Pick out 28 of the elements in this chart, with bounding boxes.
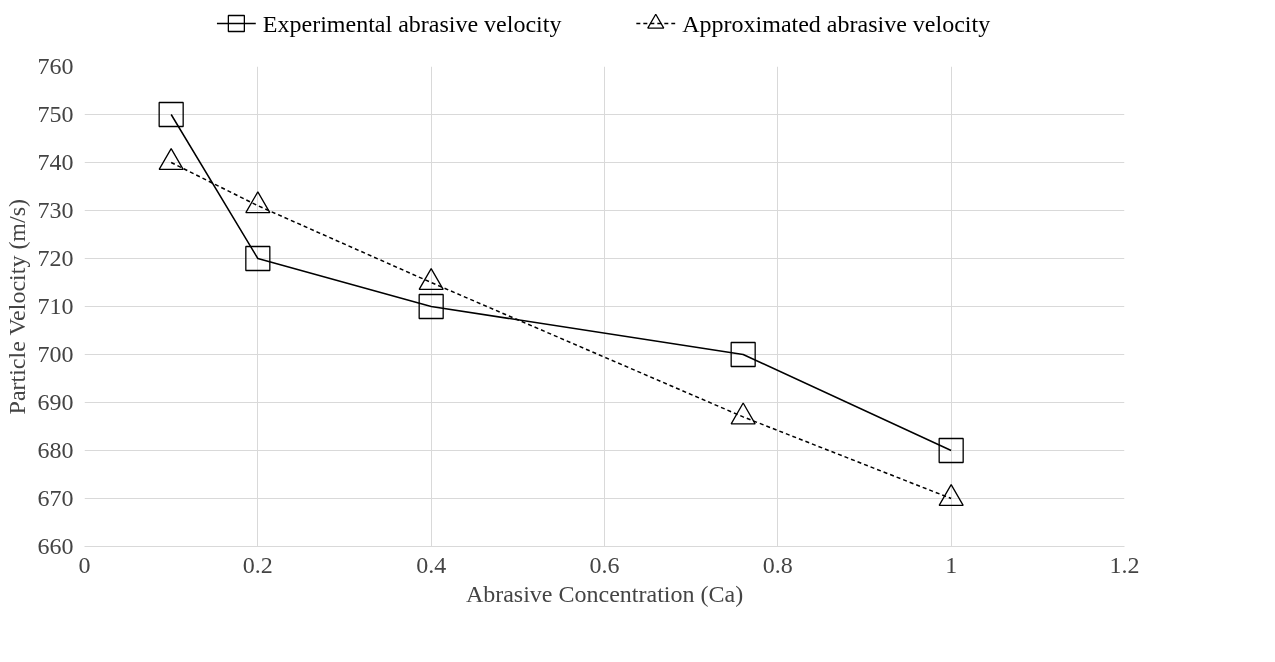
point: [418, 293, 444, 320]
x-tick-label: 0.8: [762, 551, 793, 578]
y-tick-label: 710: [37, 293, 74, 319]
legend-label: Approximated abrasive velocity: [682, 10, 991, 37]
y-tick-label: 680: [37, 437, 74, 463]
point: [158, 101, 184, 128]
x-tick-label: 0.2: [242, 551, 273, 578]
x-tick-label: 0.6: [589, 551, 620, 578]
point: [245, 245, 271, 272]
y-tick-label: 740: [37, 149, 74, 175]
y-tick-label: 660: [37, 533, 74, 559]
y-tick-label: 750: [37, 101, 74, 127]
y-tick-label: 720: [37, 245, 74, 271]
y-tick-label: 730: [37, 197, 74, 223]
legend-label: Experimental abrasive velocity: [262, 10, 562, 37]
y-tick-label: 690: [37, 389, 74, 415]
y-axis-title: Particle Velocity (m/s): [3, 198, 30, 415]
y-tick-label: 760: [37, 53, 74, 79]
x-tick-label: 1.2: [1109, 551, 1140, 578]
x-axis-title: Abrasive Concentration (Ca): [465, 580, 744, 607]
y-tick-label: 700: [37, 341, 74, 367]
y-tick-label: 670: [37, 485, 74, 511]
x-tick-label: 0.4: [416, 551, 447, 578]
point: [938, 483, 964, 507]
x-tick-label: 1: [945, 551, 958, 578]
point: [730, 402, 756, 425]
x-tick-label: 0: [78, 551, 91, 578]
point: [730, 341, 756, 368]
